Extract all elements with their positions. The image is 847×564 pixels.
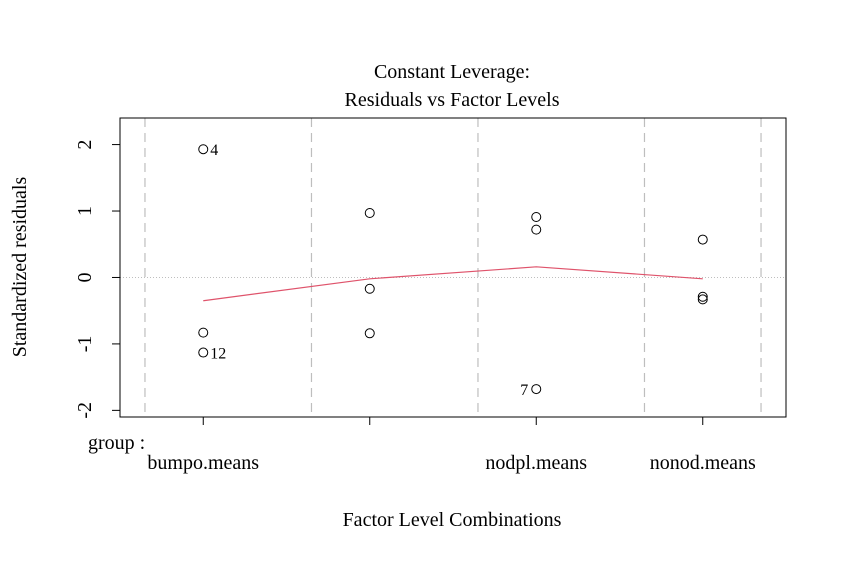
point-label-4: 4 bbox=[210, 142, 218, 159]
data-point-4 bbox=[364, 283, 375, 294]
chart-title-line1: Constant Leverage: bbox=[374, 61, 530, 83]
data-point-11 bbox=[697, 294, 708, 305]
y-tick-label-1: -1 bbox=[74, 336, 96, 353]
data-point-0 bbox=[198, 144, 209, 155]
chart-title-line2: Residuals vs Factor Levels bbox=[345, 89, 560, 111]
data-point-1 bbox=[198, 327, 209, 338]
smoother-line bbox=[203, 266, 703, 302]
y-tick-label-2: 0 bbox=[74, 272, 96, 282]
grid-layer bbox=[144, 118, 762, 417]
y-tick-label-0: -2 bbox=[74, 402, 96, 419]
x-axis-label: Factor Level Combinations bbox=[343, 509, 562, 531]
plot-frame bbox=[119, 117, 787, 418]
data-point-7 bbox=[531, 224, 542, 235]
x-tick-label-2: nodpl.means bbox=[485, 452, 587, 474]
points-layer: 4 12 7 bbox=[198, 142, 708, 399]
data-point-6 bbox=[531, 212, 542, 223]
data-point-3 bbox=[364, 208, 375, 219]
data-point-2 bbox=[198, 347, 209, 358]
data-point-5 bbox=[364, 328, 375, 339]
data-point-9 bbox=[697, 234, 708, 245]
y-tick-label-4: 2 bbox=[74, 140, 96, 150]
y-tick-label-3: 1 bbox=[74, 206, 96, 216]
y-axis-label: Standardized residuals bbox=[9, 177, 31, 358]
x-tick-label-3: nonod.means bbox=[650, 452, 756, 474]
point-label-12: 12 bbox=[210, 346, 226, 363]
point-label-7: 7 bbox=[520, 382, 528, 399]
y-axis: -2 -1 0 1 2 bbox=[74, 140, 120, 419]
data-point-10 bbox=[697, 291, 708, 302]
x-tick-label-0: bumpo.means bbox=[147, 452, 259, 474]
data-point-8 bbox=[531, 384, 542, 395]
x-axis: bumpo.means nodpl.means nonod.means bbox=[147, 417, 756, 474]
factor-label: group : bbox=[88, 432, 145, 454]
